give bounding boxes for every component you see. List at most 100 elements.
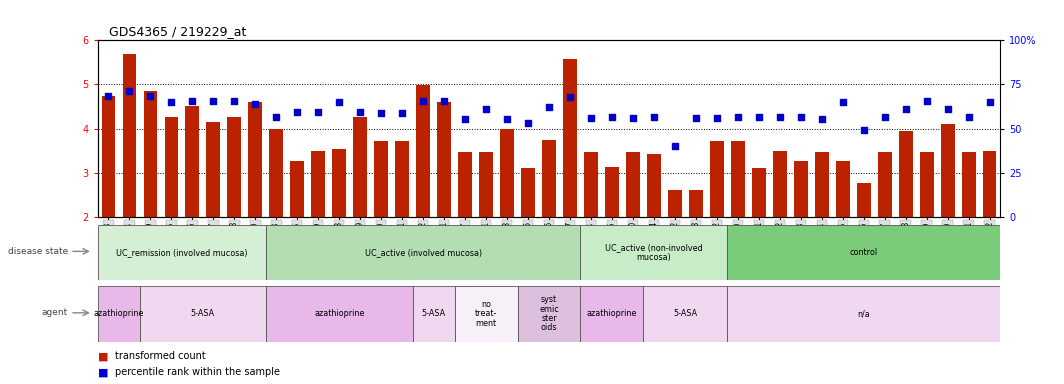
Bar	[332, 149, 346, 217]
Bar	[416, 85, 430, 217]
Text: ■: ■	[98, 351, 109, 361]
Point	[834, 99, 851, 105]
Bar	[500, 129, 514, 217]
Text: azathioprine: azathioprine	[586, 310, 637, 318]
Bar	[206, 122, 220, 217]
Bar	[689, 190, 702, 217]
Point	[100, 93, 117, 99]
Point	[478, 106, 495, 112]
Bar	[626, 152, 639, 217]
FancyBboxPatch shape	[413, 286, 454, 342]
Bar	[290, 161, 304, 217]
Bar	[710, 141, 724, 217]
Text: UC_active (involved mucosa): UC_active (involved mucosa)	[365, 248, 482, 257]
Text: control: control	[850, 248, 878, 257]
Point	[625, 114, 642, 121]
Point	[687, 114, 704, 121]
FancyBboxPatch shape	[266, 225, 581, 280]
Point	[813, 116, 830, 122]
Bar	[563, 59, 577, 217]
Text: ■: ■	[98, 367, 109, 377]
Bar	[543, 140, 555, 217]
Point	[499, 116, 516, 122]
Bar	[899, 131, 913, 217]
Point	[855, 127, 872, 133]
Point	[793, 114, 810, 120]
Text: percentile rank within the sample: percentile rank within the sample	[115, 367, 280, 377]
Text: syst
emic
ster
oids: syst emic ster oids	[539, 295, 559, 333]
Text: azathioprine: azathioprine	[314, 310, 364, 318]
Bar	[983, 151, 997, 217]
Bar	[437, 102, 451, 217]
Bar	[459, 152, 472, 217]
Text: UC_remission (involved mucosa): UC_remission (involved mucosa)	[116, 248, 248, 257]
Bar	[479, 152, 493, 217]
Point	[352, 109, 369, 115]
Bar	[647, 154, 661, 217]
Bar	[920, 152, 933, 217]
FancyBboxPatch shape	[98, 225, 266, 280]
Bar	[122, 53, 136, 217]
Point	[310, 109, 327, 115]
Point	[519, 120, 536, 126]
FancyBboxPatch shape	[728, 225, 1000, 280]
Point	[541, 104, 558, 110]
Point	[394, 110, 411, 116]
Bar	[794, 161, 808, 217]
Point	[709, 114, 726, 121]
Bar	[228, 117, 242, 217]
Bar	[857, 184, 870, 217]
Bar	[521, 167, 535, 217]
Bar	[185, 106, 199, 217]
Point	[456, 116, 473, 122]
FancyBboxPatch shape	[728, 286, 1000, 342]
Text: agent: agent	[41, 308, 68, 317]
Point	[121, 88, 138, 94]
Bar	[605, 167, 619, 217]
Bar	[731, 141, 745, 217]
Point	[666, 143, 683, 149]
FancyBboxPatch shape	[644, 286, 728, 342]
Point	[981, 99, 998, 105]
Bar	[941, 124, 954, 217]
Point	[204, 98, 221, 104]
Point	[247, 101, 264, 108]
Text: 5-ASA: 5-ASA	[421, 310, 446, 318]
Text: GDS4365 / 219229_at: GDS4365 / 219229_at	[109, 25, 246, 38]
Point	[226, 98, 243, 104]
Point	[918, 98, 935, 104]
Text: 5-ASA: 5-ASA	[190, 310, 215, 318]
FancyBboxPatch shape	[517, 286, 581, 342]
Point	[562, 94, 579, 100]
Bar	[836, 161, 850, 217]
Point	[184, 98, 201, 104]
Point	[877, 114, 894, 120]
Point	[960, 114, 977, 120]
Bar	[752, 169, 766, 217]
Point	[729, 114, 746, 120]
Point	[435, 98, 452, 104]
Text: no
treat-
ment: no treat- ment	[475, 300, 497, 328]
Point	[268, 114, 285, 120]
Point	[771, 114, 788, 120]
Bar	[269, 129, 283, 217]
Point	[288, 109, 305, 115]
Bar	[962, 152, 976, 217]
Point	[163, 99, 180, 105]
Bar	[144, 91, 157, 217]
Point	[142, 93, 159, 99]
FancyBboxPatch shape	[98, 286, 139, 342]
Point	[940, 106, 957, 112]
Point	[646, 114, 663, 120]
Text: azathioprine: azathioprine	[94, 310, 144, 318]
Bar	[165, 117, 178, 217]
FancyBboxPatch shape	[454, 286, 517, 342]
Bar	[353, 117, 367, 217]
Point	[415, 98, 432, 104]
FancyBboxPatch shape	[581, 286, 644, 342]
Bar	[396, 141, 409, 217]
Text: transformed count: transformed count	[115, 351, 205, 361]
Bar	[312, 151, 325, 217]
Text: UC_active (non-involved
mucosa): UC_active (non-involved mucosa)	[605, 243, 703, 262]
FancyBboxPatch shape	[266, 286, 413, 342]
